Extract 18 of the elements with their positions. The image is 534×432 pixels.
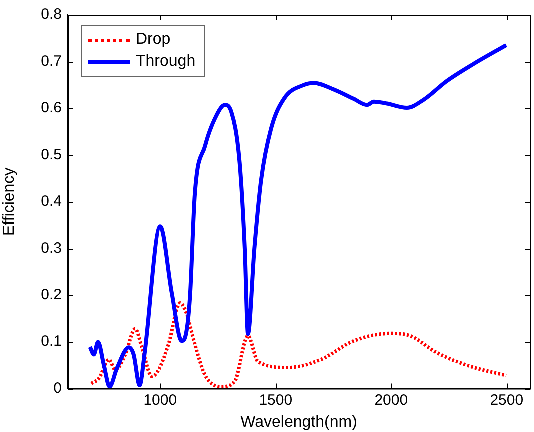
x-axis-title: Wavelength(nm) xyxy=(240,414,358,431)
y-tick-label: 0.6 xyxy=(41,100,62,117)
y-tick-label: 0.2 xyxy=(41,286,62,304)
x-tick-label: 1000 xyxy=(144,392,178,409)
y-tick-label: 0.5 xyxy=(41,146,62,164)
line-series xyxy=(90,302,508,389)
x-tick-label: 2000 xyxy=(374,392,408,409)
y-tick-label: 0.7 xyxy=(41,52,62,70)
y-axis-title: Efficiency xyxy=(1,168,18,236)
y-tick-label: 0.1 xyxy=(41,333,62,350)
legend-label: Drop xyxy=(136,31,171,49)
y-tick-label: 0.4 xyxy=(41,193,62,210)
y-tick-label: 0.3 xyxy=(41,240,62,257)
legend-label: Through xyxy=(136,53,196,71)
x-tick-label: 1500 xyxy=(259,392,293,409)
y-tick-label: 0.8 xyxy=(41,6,62,24)
x-tick-label: 2500 xyxy=(490,392,524,409)
y-tick-label: 0 xyxy=(54,380,62,397)
